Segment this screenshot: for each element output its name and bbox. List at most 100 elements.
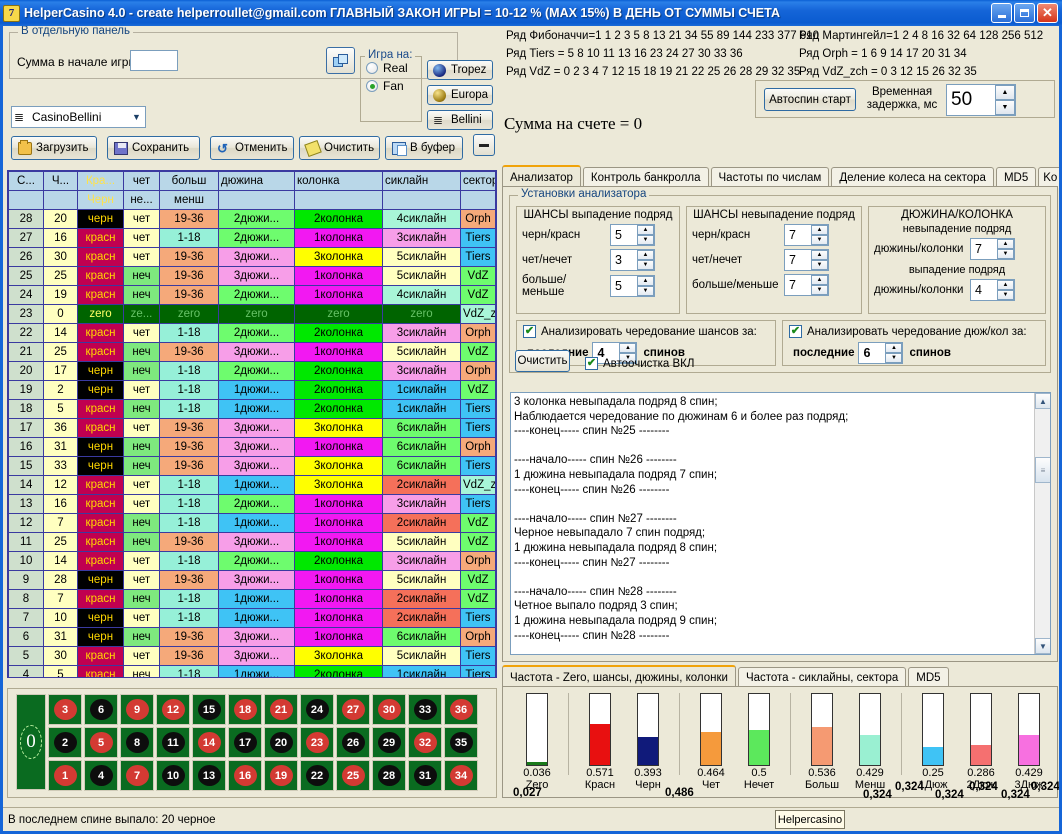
table-row[interactable]: 13 16 красн чет 1-18 2дюжи... 1колонка 3сиклайн… bbox=[8, 494, 496, 514]
chances-hit-up-1[interactable]: ▲ bbox=[637, 250, 654, 260]
roulette-cell-2[interactable]: 2 bbox=[48, 727, 82, 758]
chances-miss-spinner-2[interactable]: 7 ▲ ▼ bbox=[784, 274, 829, 296]
table-row[interactable]: 16 31 черн неч 19-36 3дюжи... 1колонка 6сиклайн… bbox=[8, 437, 496, 457]
roulette-cell-16[interactable]: 16 bbox=[228, 760, 262, 791]
scroll-up-icon[interactable]: ▲ bbox=[1035, 393, 1050, 409]
table-row[interactable]: 12 7 красн неч 1-18 1дюжи... 1колонка 2сиклайн V… bbox=[8, 513, 496, 533]
roulette-cell-21[interactable]: 21 bbox=[264, 694, 298, 725]
alt-dozens-spinner[interactable]: 6 ▲ ▼ bbox=[858, 342, 904, 364]
spins-header-4[interactable]: больш bbox=[159, 171, 219, 191]
chances-hit-value-2[interactable]: 5 bbox=[615, 279, 622, 293]
freq-tab-zero-chances[interactable]: Частота - Zero, шансы, дюжины, колонки bbox=[502, 665, 736, 688]
alt-chances-checkbox[interactable]: ✔ bbox=[523, 325, 536, 338]
roulette-cell-22[interactable]: 22 bbox=[300, 760, 334, 791]
analyzer-log-scrollbar[interactable]: ▲ ≡ ▼ bbox=[1034, 393, 1050, 654]
table-row[interactable]: 22 14 красн чет 1-18 2дюжи... 2колонка 3сиклайн… bbox=[8, 323, 496, 343]
roulette-cell-8[interactable]: 8 bbox=[120, 727, 154, 758]
chances-hit-down-2[interactable]: ▼ bbox=[637, 286, 654, 296]
dozen-column-miss-spinner[interactable]: 7 ▲ ▼ bbox=[970, 238, 1015, 260]
alt-chances-value[interactable]: 4 bbox=[597, 346, 605, 360]
dozen-column-miss-value[interactable]: 7 bbox=[975, 242, 982, 256]
taskbar-button[interactable]: Helpercasino bbox=[775, 810, 845, 829]
tab-wheel-sectors[interactable]: Деление колеса на сектора bbox=[831, 167, 994, 188]
roulette-cell-9[interactable]: 9 bbox=[120, 694, 154, 725]
roulette-cell-25[interactable]: 25 bbox=[336, 760, 370, 791]
spins-table-container[interactable]: С... Ч... Кра... чет больш дюжина колонка сикла… bbox=[7, 170, 497, 678]
roulette-cell-10[interactable]: 10 bbox=[156, 760, 190, 791]
save-button[interactable]: Сохранить bbox=[107, 136, 200, 160]
tab-bankroll-control[interactable]: Контроль банкролла bbox=[582, 167, 709, 188]
dozen-column-hit-value[interactable]: 4 bbox=[975, 283, 982, 297]
delay-spinner[interactable]: 50 ▲ ▼ bbox=[946, 84, 1016, 116]
roulette-cell-zero[interactable]: 0 bbox=[16, 694, 46, 790]
tab-md5[interactable]: MD5 bbox=[995, 167, 1037, 188]
delay-value[interactable]: 50 bbox=[951, 89, 973, 110]
spins-header-7[interactable]: сиклайн bbox=[382, 171, 461, 191]
tab-number-frequencies[interactable]: Частоты по числам bbox=[710, 167, 830, 188]
table-row[interactable]: 8 7 красн неч 1-18 1дюжи... 1колонка 2сиклайн Vd… bbox=[8, 589, 496, 609]
alt-chances-spinner[interactable]: 4 ▲ ▼ bbox=[592, 342, 638, 364]
roulette-cell-4[interactable]: 4 bbox=[84, 760, 118, 791]
roulette-cell-15[interactable]: 15 bbox=[192, 694, 226, 725]
roulette-cell-6[interactable]: 6 bbox=[84, 694, 118, 725]
roulette-cell-12[interactable]: 12 bbox=[156, 694, 190, 725]
roulette-cell-35[interactable]: 35 bbox=[444, 727, 478, 758]
chances-hit-down-1[interactable]: ▼ bbox=[637, 260, 654, 270]
chevron-down-icon[interactable]: ▼ bbox=[132, 112, 141, 122]
alt-dozens-checkbox-row[interactable]: ✔ Анализировать чередование дюж/кол за: bbox=[789, 325, 1045, 338]
tab-analyzer[interactable]: Анализатор bbox=[502, 165, 581, 188]
chances-hit-value-1[interactable]: 3 bbox=[615, 253, 622, 267]
spins-header-6[interactable]: колонка bbox=[294, 171, 383, 191]
casino-tropez-button[interactable]: Tropez bbox=[427, 60, 493, 80]
chances-hit-up-0[interactable]: ▲ bbox=[637, 225, 654, 235]
spins-header-8[interactable]: сектор bbox=[460, 171, 496, 191]
copy-to-buffer-button[interactable]: В буфер bbox=[385, 136, 463, 160]
table-row[interactable]: 18 5 красн неч 1-18 1дюжи... 2колонка 1сиклайн T… bbox=[8, 399, 496, 419]
roulette-cell-18[interactable]: 18 bbox=[228, 694, 262, 725]
freq-tab-sixlines-sectors[interactable]: Частота - сиклайны, сектора bbox=[737, 667, 907, 688]
roulette-cell-33[interactable]: 33 bbox=[408, 694, 442, 725]
analyzer-clear-button[interactable]: Очистить bbox=[515, 350, 570, 372]
dozen-column-hit-up[interactable]: ▲ bbox=[997, 280, 1014, 290]
roulette-cell-19[interactable]: 19 bbox=[264, 760, 298, 791]
roulette-cell-13[interactable]: 13 bbox=[192, 760, 226, 791]
maximize-button[interactable] bbox=[1014, 3, 1035, 23]
table-row[interactable]: 27 16 красн чет 1-18 2дюжи... 1колонка 3сиклайн… bbox=[8, 228, 496, 248]
alt-chances-up[interactable]: ▲ bbox=[619, 343, 637, 353]
radio-real[interactable]: Real bbox=[366, 61, 421, 75]
spins-header-1[interactable]: Ч... bbox=[43, 171, 78, 191]
alt-dozens-up[interactable]: ▲ bbox=[885, 343, 903, 353]
autospin-start-button[interactable]: Автоспин старт bbox=[764, 88, 856, 111]
chances-miss-value-0[interactable]: 7 bbox=[789, 228, 796, 242]
start-sum-input[interactable] bbox=[130, 50, 178, 71]
spins-header-0[interactable]: С... bbox=[8, 171, 44, 191]
table-row[interactable]: 6 31 черн неч 19-36 3дюжи... 1колонка 6сиклайн O… bbox=[8, 627, 496, 647]
spins-subheader-2[interactable]: Черн bbox=[77, 190, 124, 210]
tab-ko[interactable]: Ko bbox=[1038, 167, 1059, 188]
spins-subheader-1[interactable] bbox=[43, 190, 78, 210]
dozen-column-hit-down[interactable]: ▼ bbox=[997, 290, 1014, 300]
casino-europa-button[interactable]: Europa bbox=[427, 85, 493, 105]
roulette-cell-28[interactable]: 28 bbox=[372, 760, 406, 791]
window-title-bar[interactable]: 7 HelperCasino 4.0 - create helperroulle… bbox=[0, 0, 1062, 26]
spins-subheader-4[interactable]: менш bbox=[159, 190, 219, 210]
alt-chances-down[interactable]: ▼ bbox=[619, 353, 637, 363]
alt-chances-checkbox-row[interactable]: ✔ Анализировать чередование шансов за: bbox=[523, 325, 775, 338]
close-button[interactable]: ✕ bbox=[1037, 3, 1058, 23]
roulette-cell-23[interactable]: 23 bbox=[300, 727, 334, 758]
chances-miss-value-2[interactable]: 7 bbox=[789, 278, 796, 292]
radio-fan[interactable]: Fan bbox=[366, 79, 421, 93]
roulette-cell-14[interactable]: 14 bbox=[192, 727, 226, 758]
dozen-column-miss-down[interactable]: ▼ bbox=[997, 249, 1014, 259]
table-row[interactable]: 5 30 красн чет 19-36 3дюжи... 3колонка 5сиклайн… bbox=[8, 646, 496, 666]
chances-miss-down-0[interactable]: ▼ bbox=[811, 235, 828, 245]
alt-dozens-value[interactable]: 6 bbox=[863, 346, 871, 360]
table-row[interactable]: 9 28 черн чет 19-36 3дюжи... 1колонка 5сиклайн V… bbox=[8, 570, 496, 590]
table-row[interactable]: 24 19 красн неч 19-36 2дюжи... 1колонка 4сиклай… bbox=[8, 285, 496, 305]
scrollbar-thumb[interactable]: ≡ bbox=[1035, 457, 1050, 483]
chances-hit-spinner-1[interactable]: 3 ▲ ▼ bbox=[610, 249, 655, 271]
roulette-cell-29[interactable]: 29 bbox=[372, 727, 406, 758]
chances-miss-spinner-0[interactable]: 7 ▲ ▼ bbox=[784, 224, 829, 246]
casino-select[interactable]: ≣ CasinoBellini ▼ bbox=[11, 106, 146, 128]
roulette-cell-31[interactable]: 31 bbox=[408, 760, 442, 791]
